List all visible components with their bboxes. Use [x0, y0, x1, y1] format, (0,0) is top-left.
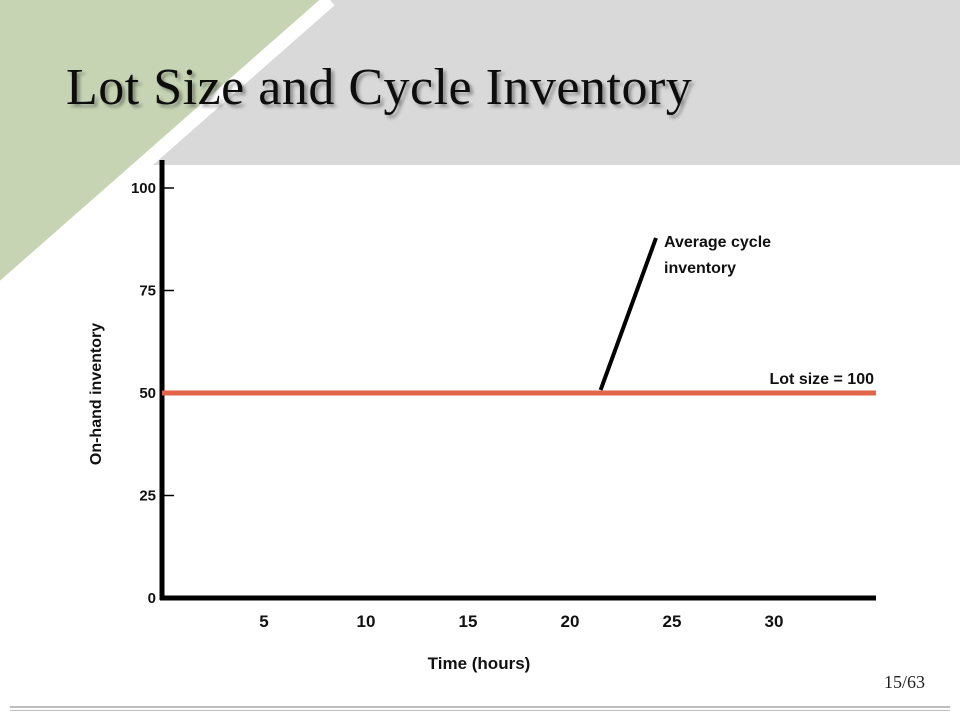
- x-tick-label: 25: [663, 612, 682, 631]
- lot-size-label: Lot size = 100: [770, 371, 875, 388]
- x-tick-label: 15: [459, 612, 478, 631]
- y-tick-label: 75: [139, 283, 156, 300]
- y-tick-label: 0: [148, 590, 156, 607]
- x-tick-label: 5: [259, 612, 268, 631]
- x-tick-label: 20: [561, 612, 580, 631]
- x-axis-title: Time (hours): [428, 654, 531, 673]
- x-tick-label: 10: [357, 612, 376, 631]
- annotation-label: inventory: [664, 260, 736, 277]
- annotation-leader-line: [598, 237, 658, 391]
- y-tick-label: 100: [131, 180, 156, 197]
- y-axis-title: On-hand inventory: [88, 323, 105, 465]
- x-tick-label: 30: [765, 612, 784, 631]
- page-number: 15/63: [884, 672, 926, 692]
- y-tick-label: 25: [139, 488, 156, 505]
- slide-title: Lot Size and Cycle Inventory: [66, 59, 693, 116]
- y-tick-label: 50: [139, 385, 156, 402]
- footer-divider-thin: [10, 710, 950, 711]
- annotation-label: Average cycle: [664, 234, 771, 251]
- footer-divider: [10, 706, 950, 708]
